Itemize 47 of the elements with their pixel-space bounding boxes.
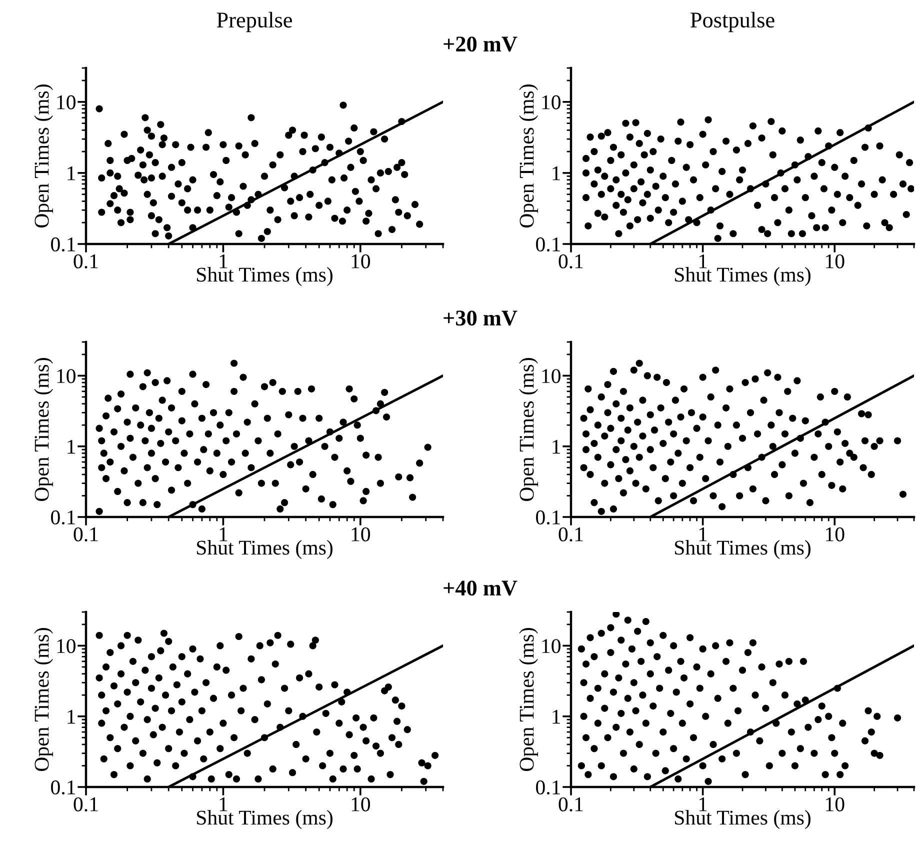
x-tick-label: 1 [699, 797, 707, 812]
x-tick-label: 1 [699, 527, 707, 542]
y-axis-title: Open Times (ms) [34, 628, 54, 771]
x-tick-label: 10 [352, 527, 370, 542]
y-tick-label: 10 [57, 95, 76, 110]
x-tick-label: 1 [699, 254, 707, 268]
chart-subtitle: +20 mV [444, 36, 518, 52]
x-tick-label: 10 [826, 797, 844, 812]
x-tick-label: 10 [826, 527, 844, 542]
chart-subtitle: +30 mV [444, 310, 518, 326]
x-axis-title: Shut Times (ms) [675, 267, 810, 286]
x-axis-title: Shut Times (ms) [675, 540, 810, 559]
y-tick-label: 1 [68, 710, 76, 724]
x-axis-title: Shut Times (ms) [197, 540, 332, 559]
y-axis-title: Open Times (ms) [34, 84, 54, 228]
y-tick-label: 10 [57, 639, 76, 654]
y-tick-label: 10 [542, 639, 560, 654]
chart-subtitle: +40 mV [444, 580, 518, 596]
x-axis-title: Shut Times (ms) [197, 267, 332, 286]
y-tick-label: 10 [57, 369, 76, 384]
y-tick-label: 0.1 [51, 510, 76, 525]
y-tick-label: 0.1 [51, 237, 76, 252]
y-axis-title: Open Times (ms) [34, 358, 54, 501]
y-axis-title: Open Times (ms) [519, 358, 538, 501]
y-tick-label: 1 [552, 710, 560, 724]
y-tick-label: 1 [552, 440, 560, 454]
y-tick-label: 0.1 [536, 780, 560, 795]
y-tick-label: 1 [68, 440, 76, 454]
y-tick-label: 0.1 [51, 780, 76, 795]
y-axis-title: Open Times (ms) [519, 84, 538, 228]
y-tick-label: 0.1 [536, 510, 560, 525]
x-tick-label: 1 [220, 797, 228, 812]
chart-title: Postpulse [690, 12, 774, 32]
y-tick-label: 0.1 [536, 237, 560, 252]
x-tick-label: 10 [826, 254, 844, 268]
x-axis-title: Shut Times (ms) [675, 810, 810, 829]
x-tick-label: 1 [220, 527, 228, 542]
x-tick-label: 10 [352, 254, 370, 268]
x-tick-label: 10 [352, 797, 370, 812]
y-tick-label: 1 [68, 166, 76, 180]
x-tick-label: 1 [220, 254, 228, 268]
y-axis-title: Open Times (ms) [519, 628, 538, 771]
x-axis-title: Shut Times (ms) [197, 810, 332, 829]
y-tick-label: 1 [552, 166, 560, 180]
chart-title: Prepulse [216, 12, 292, 32]
y-tick-label: 10 [542, 95, 560, 110]
y-tick-label: 10 [542, 369, 560, 384]
